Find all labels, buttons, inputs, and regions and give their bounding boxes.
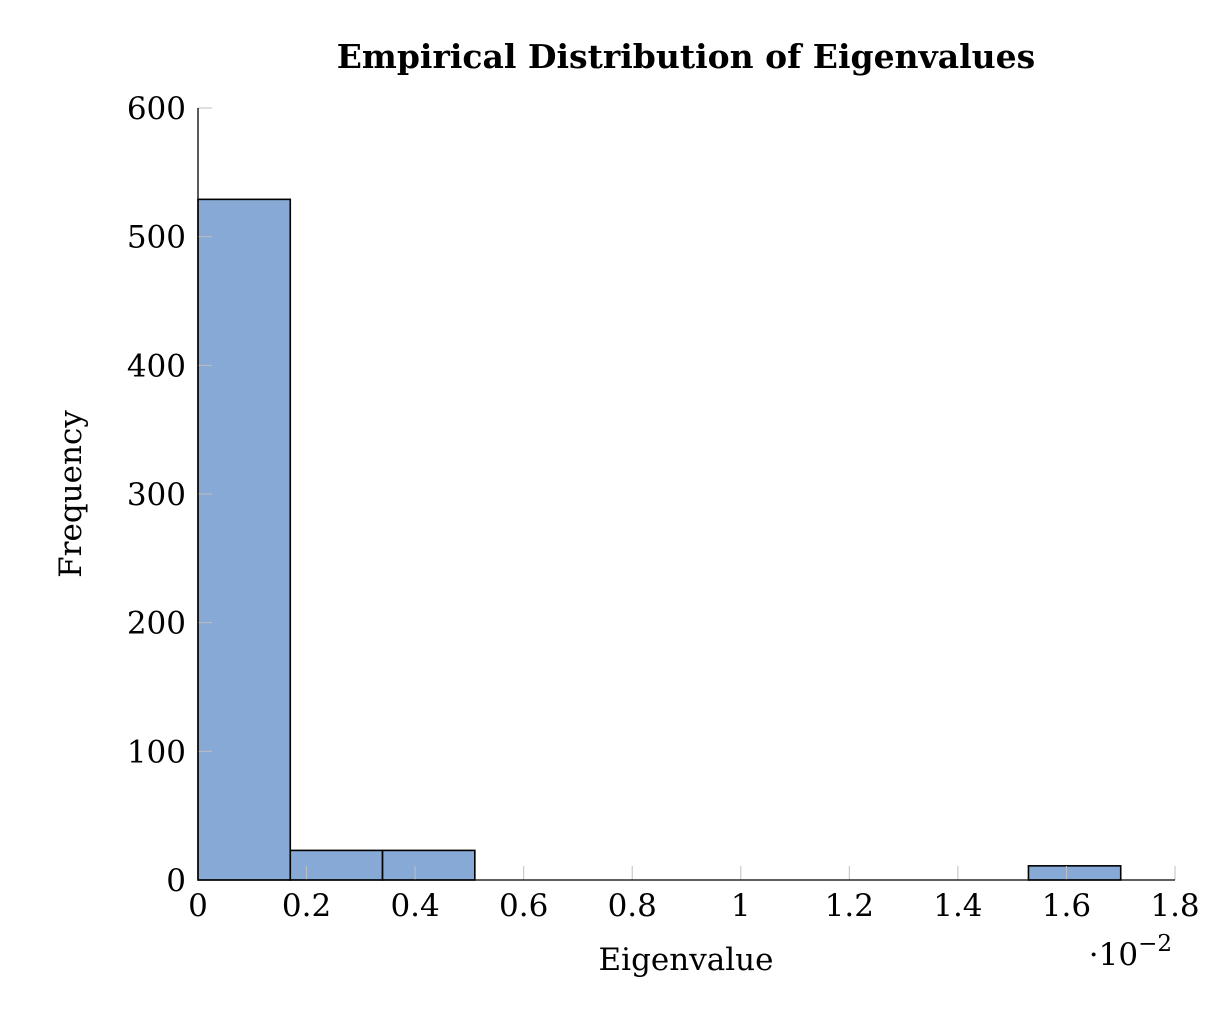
y-tick-label: 100 [127,734,186,770]
histogram-bar-2 [381,849,476,881]
y-axis-ticks: 0 100 200 300 400 500 600 [127,91,212,899]
scale-factor-exponent: −2 [1138,931,1172,957]
y-tick-label: 500 [127,220,186,256]
bars-group [197,198,1122,881]
y-axis-label: Frequency [53,410,89,578]
y-tick-label: 400 [127,348,186,384]
x-tick-label: 1.8 [1150,888,1199,924]
x-tick-label: 0.2 [282,888,331,924]
x-tick-label: 1.2 [825,888,874,924]
x-tick-label: 0 [188,888,208,924]
chart-title: Empirical Distribution of Eigenvalues [337,37,1035,76]
y-tick-label: 200 [127,606,186,642]
x-tick-label: 1 [731,888,751,924]
scale-factor-base: ·10 [1089,937,1138,973]
y-tick-label: 600 [127,91,186,127]
histogram-bar-9 [1027,865,1122,881]
x-axis-ticks: 0 0.2 0.4 0.6 0.8 1 1.2 1.4 1.6 1.8 [188,866,1200,924]
histogram-bar-0 [197,198,292,881]
y-tick-label: 0 [166,863,186,899]
histogram-bar-1 [289,849,384,881]
x-tick-label: 1.4 [933,888,982,924]
x-tick-label: 1.6 [1042,888,1091,924]
x-tick-label: 0.8 [608,888,657,924]
x-axis-label: Eigenvalue [599,942,774,978]
x-tick-label: 0.6 [499,888,548,924]
x-tick-label: 0.4 [390,888,439,924]
y-tick-label: 300 [127,477,186,513]
x-axis-scale-factor: ·10−2 [1089,931,1172,973]
